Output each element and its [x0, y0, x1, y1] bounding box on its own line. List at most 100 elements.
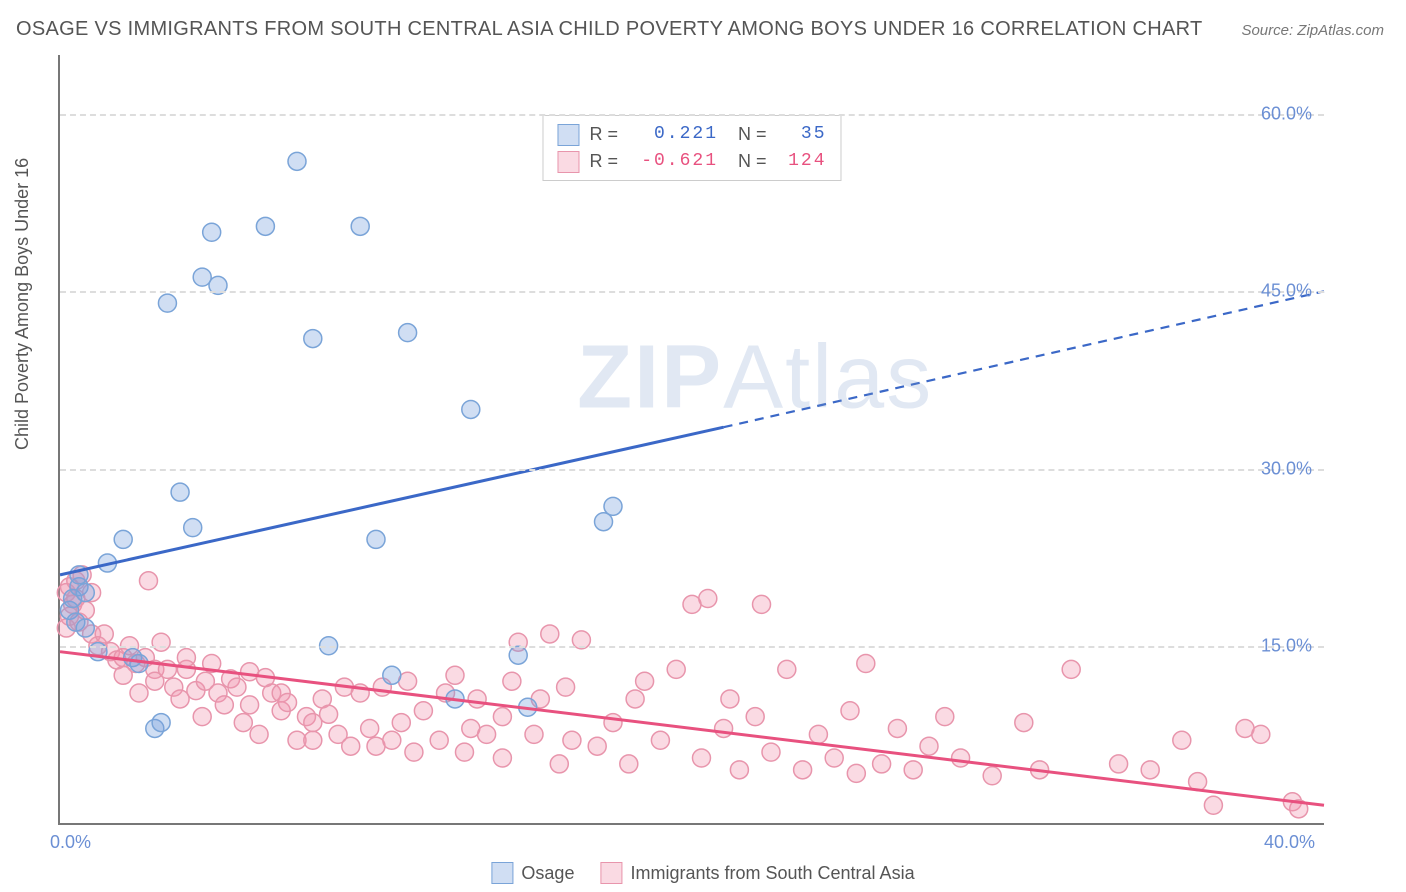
point-immigrants	[626, 690, 644, 708]
point-immigrants	[493, 749, 511, 767]
stats-r-value: 0.221	[628, 121, 718, 148]
point-immigrants	[730, 761, 748, 779]
y-tick-label: 60.0%	[1261, 104, 1312, 125]
point-immigrants	[746, 708, 764, 726]
point-immigrants	[250, 725, 268, 743]
point-immigrants	[1173, 731, 1191, 749]
point-immigrants	[139, 572, 157, 590]
point-immigrants	[383, 731, 401, 749]
point-osage	[256, 217, 274, 235]
point-immigrants	[620, 755, 638, 773]
point-immigrants	[873, 755, 891, 773]
swatch-icon	[557, 151, 579, 173]
point-immigrants	[1141, 761, 1159, 779]
point-immigrants	[692, 749, 710, 767]
trend-osage	[60, 427, 724, 575]
point-immigrants	[405, 743, 423, 761]
point-immigrants	[455, 743, 473, 761]
stats-legend: R =0.221 N =35R =-0.621 N =124	[542, 115, 841, 181]
legend-bottom: Osage Immigrants from South Central Asia	[491, 862, 914, 884]
point-immigrants	[699, 590, 717, 608]
point-immigrants	[430, 731, 448, 749]
point-immigrants	[778, 660, 796, 678]
gridline	[60, 114, 1324, 116]
point-immigrants	[241, 696, 259, 714]
point-immigrants	[904, 761, 922, 779]
source-label: Source: ZipAtlas.com	[1241, 22, 1384, 39]
point-immigrants	[983, 767, 1001, 785]
point-osage	[184, 519, 202, 537]
gridline	[60, 469, 1324, 471]
point-immigrants	[847, 764, 865, 782]
point-immigrants	[177, 649, 195, 667]
point-immigrants	[667, 660, 685, 678]
point-immigrants	[130, 684, 148, 702]
stats-n-value: 35	[777, 121, 827, 148]
chart-title: OSAGE VS IMMIGRANTS FROM SOUTH CENTRAL A…	[16, 18, 1203, 41]
point-immigrants	[557, 678, 575, 696]
point-immigrants	[809, 725, 827, 743]
point-immigrants	[888, 719, 906, 737]
point-immigrants	[228, 678, 246, 696]
y-tick-label: 30.0%	[1261, 458, 1312, 479]
point-immigrants	[503, 672, 521, 690]
point-osage	[462, 400, 480, 418]
point-immigrants	[936, 708, 954, 726]
point-immigrants	[414, 702, 432, 720]
point-immigrants	[193, 708, 211, 726]
point-osage	[383, 666, 401, 684]
y-axis-label: Child Poverty Among Boys Under 16	[12, 158, 33, 450]
point-immigrants	[825, 749, 843, 767]
legend-label: Osage	[521, 863, 574, 884]
point-osage	[152, 714, 170, 732]
point-immigrants	[841, 702, 859, 720]
point-osage	[509, 646, 527, 664]
y-tick-label: 45.0%	[1261, 281, 1312, 302]
point-osage	[158, 294, 176, 312]
point-immigrants	[446, 666, 464, 684]
point-osage	[604, 497, 622, 515]
swatch-icon	[491, 862, 513, 884]
point-immigrants	[95, 625, 113, 643]
y-tick-label: 15.0%	[1261, 635, 1312, 656]
point-immigrants	[588, 737, 606, 755]
point-immigrants	[651, 731, 669, 749]
point-immigrants	[1062, 660, 1080, 678]
point-osage	[304, 330, 322, 348]
point-immigrants	[1110, 755, 1128, 773]
point-immigrants	[478, 725, 496, 743]
stats-r-label: R =	[589, 121, 618, 148]
point-immigrants	[920, 737, 938, 755]
trend-dash-osage	[724, 291, 1324, 427]
point-osage	[351, 217, 369, 235]
plot-area: ZIPAtlas R =0.221 N =35R =-0.621 N =124 …	[58, 55, 1324, 825]
point-immigrants	[234, 714, 252, 732]
point-immigrants	[753, 595, 771, 613]
point-immigrants	[215, 696, 233, 714]
point-osage	[399, 324, 417, 342]
stats-row-osage: R =0.221 N =35	[557, 121, 826, 148]
point-osage	[288, 152, 306, 170]
stats-r-label: R =	[589, 148, 618, 175]
point-immigrants	[525, 725, 543, 743]
point-immigrants	[392, 714, 410, 732]
legend-label: Immigrants from South Central Asia	[630, 863, 914, 884]
point-immigrants	[721, 690, 739, 708]
point-immigrants	[952, 749, 970, 767]
point-immigrants	[152, 633, 170, 651]
point-immigrants	[361, 719, 379, 737]
gridline	[60, 291, 1324, 293]
stats-n-label: N =	[728, 148, 767, 175]
point-immigrants	[279, 693, 297, 711]
stats-r-value: -0.621	[628, 148, 718, 175]
point-immigrants	[563, 731, 581, 749]
point-immigrants	[636, 672, 654, 690]
point-immigrants	[604, 714, 622, 732]
stats-row-immigrants: R =-0.621 N =124	[557, 148, 826, 175]
point-immigrants	[715, 719, 733, 737]
point-immigrants	[762, 743, 780, 761]
x-tick-label: 40.0%	[1264, 832, 1315, 853]
point-immigrants	[1204, 796, 1222, 814]
point-immigrants	[794, 761, 812, 779]
point-osage	[114, 530, 132, 548]
